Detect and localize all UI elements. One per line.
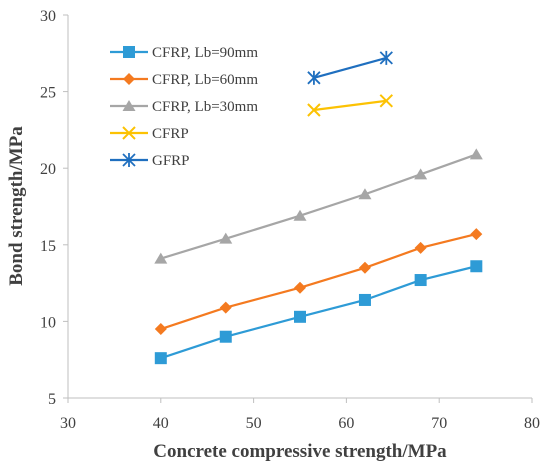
y-tick-label: 30 <box>40 8 56 25</box>
series-line <box>160 265 477 360</box>
data-point <box>414 274 427 287</box>
data-point <box>294 310 306 323</box>
series-4 <box>307 50 393 85</box>
series-3 <box>307 94 394 117</box>
y-tick-label: 5 <box>48 391 56 408</box>
data-point <box>154 323 167 336</box>
series-0 <box>154 260 483 365</box>
data-point <box>154 352 167 365</box>
legend-entry: CFRP, Lb=60mm <box>110 72 258 88</box>
data-point <box>379 50 393 65</box>
data-point <box>154 252 168 264</box>
axes <box>63 14 533 403</box>
data-point <box>219 301 232 314</box>
data-point <box>470 260 483 273</box>
x-tick-label: 60 <box>338 415 354 432</box>
y-tick-label: 20 <box>40 161 56 178</box>
x-tick-label: 40 <box>153 415 169 432</box>
x-axis-title: Concrete compressive strength/MPa <box>153 441 447 462</box>
legend-entry: CFRP, Lb=90mm <box>110 45 258 61</box>
x-tick-label: 80 <box>524 415 540 432</box>
data-point <box>122 126 136 140</box>
data-point <box>307 103 321 117</box>
data-point <box>470 228 483 241</box>
series-line <box>160 233 477 331</box>
series-2 <box>154 148 483 264</box>
series-line <box>160 153 477 260</box>
legend-label: CFRP, Lb=30mm <box>152 99 258 115</box>
series-line <box>313 99 387 112</box>
legend-entry: CFRP, Lb=30mm <box>110 99 258 115</box>
data-point <box>469 148 483 160</box>
data-point <box>414 168 428 180</box>
legend-label: GFRP <box>152 153 190 169</box>
data-point <box>122 100 136 111</box>
data-point <box>358 261 371 274</box>
y-axis-title: Bond strength/MPa <box>6 126 27 286</box>
data-point <box>123 73 135 85</box>
y-tick-label: 10 <box>40 314 56 331</box>
legend: CFRP, Lb=90mm CFRP, Lb=60mm CFRP, Lb=30mm C… <box>110 45 258 169</box>
series-line <box>313 56 387 79</box>
plot-series <box>154 50 483 365</box>
data-point <box>294 281 306 294</box>
legend-label: CFRP, Lb=90mm <box>152 45 258 61</box>
legend-entry: GFRP <box>110 153 190 169</box>
y-tick-label: 15 <box>40 238 56 255</box>
data-point <box>122 153 136 167</box>
y-tick-label: 25 <box>40 85 56 102</box>
series-1 <box>154 228 483 336</box>
tick-labels: 30 40 50 60 70 80 5 10 15 20 25 30 <box>40 8 540 432</box>
data-point <box>379 94 394 108</box>
data-point <box>219 232 233 244</box>
data-point <box>358 188 372 200</box>
data-point <box>123 46 135 58</box>
x-tick-label: 50 <box>246 415 262 432</box>
legend-label: CFRP <box>152 126 189 142</box>
data-point <box>293 209 307 221</box>
legend-entry: CFRP <box>110 126 189 142</box>
data-point <box>307 70 321 85</box>
x-tick-label: 70 <box>431 415 447 432</box>
data-point <box>219 330 232 343</box>
data-point <box>414 241 427 254</box>
data-point <box>358 293 371 306</box>
legend-label: CFRP, Lb=60mm <box>152 72 258 88</box>
x-tick-label: 30 <box>60 415 76 432</box>
